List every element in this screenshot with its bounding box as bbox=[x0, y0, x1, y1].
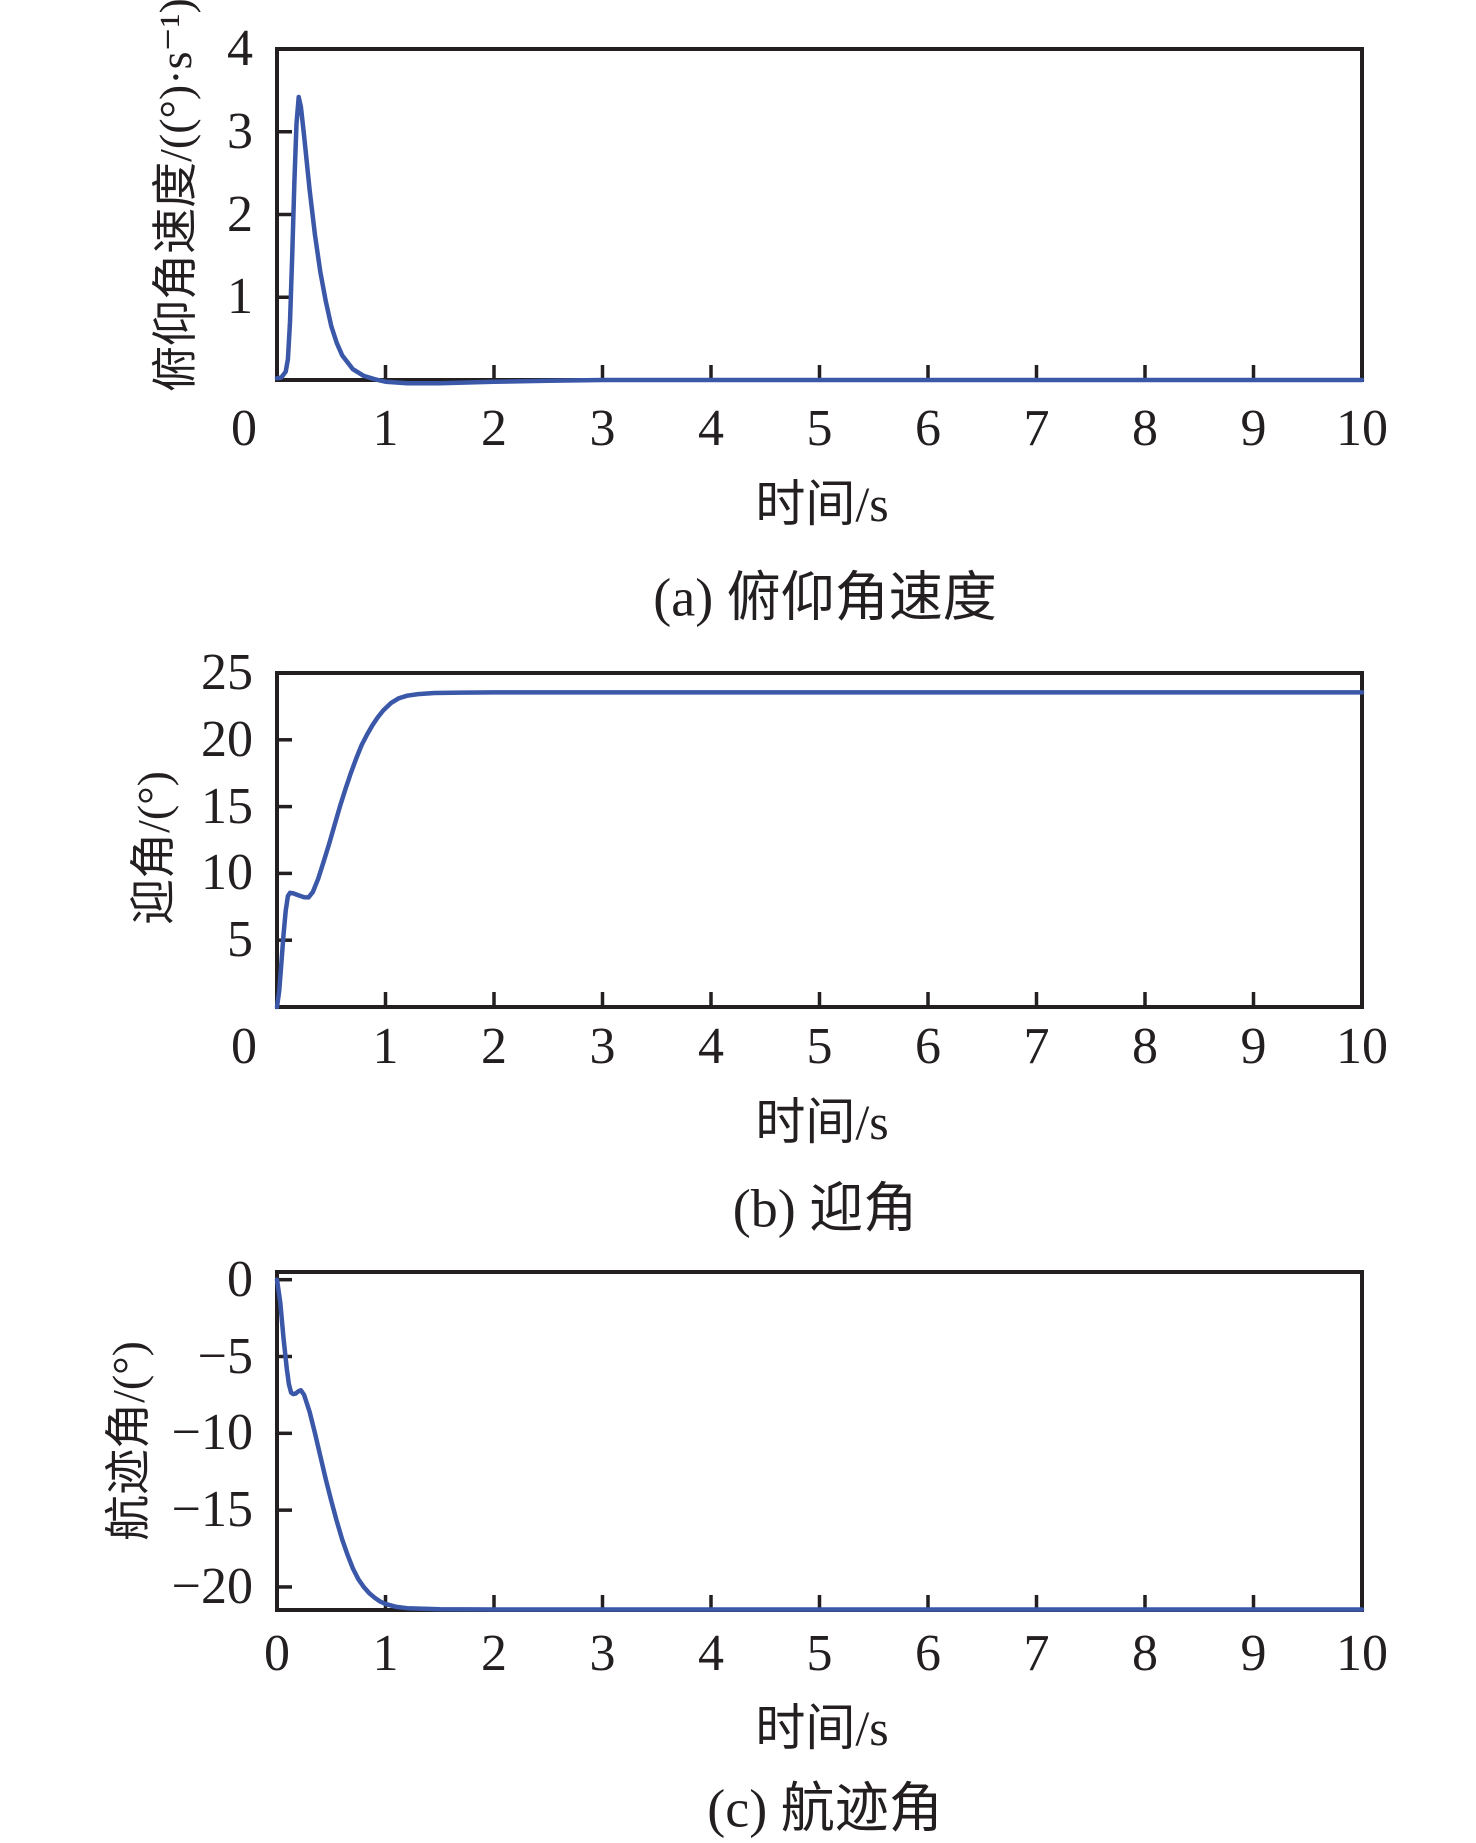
chart-b-x-tick-label: 4 bbox=[698, 1018, 724, 1075]
chart-a-y-tick-label: 1 bbox=[227, 268, 253, 326]
chart-c-caption: (c) 航迹角 bbox=[707, 1778, 943, 1839]
chart-c-x-tick-label: 4 bbox=[698, 1625, 724, 1682]
chart-b-data-line bbox=[274, 690, 1365, 1010]
chart-b-x-axis-label: 时间/s bbox=[755, 1094, 889, 1150]
chart-a-x-tick-label: 8 bbox=[1132, 400, 1158, 457]
chart-c-x-tick-label: 9 bbox=[1240, 1625, 1267, 1682]
chart-b-caption: (b) 迎角 bbox=[732, 1178, 918, 1239]
chart-b-x-tick-label: 9 bbox=[1240, 1018, 1267, 1075]
chart-b-x-tick-label: 6 bbox=[915, 1018, 941, 1075]
chart-c-x-tick-label: 1 bbox=[372, 1625, 399, 1682]
chart-a-x-tick-label: 3 bbox=[589, 400, 616, 457]
chart-c-y-tick-label: −20 bbox=[171, 1557, 253, 1615]
chart-b-x-tick-label: 10 bbox=[1336, 1018, 1388, 1075]
chart-b-y-tick-label: 5 bbox=[227, 911, 253, 969]
chart-a-x-tick-label: 0 bbox=[231, 400, 257, 457]
chart-c-x-tick-label: 2 bbox=[481, 1625, 507, 1682]
chart-c-x-tick-label: 7 bbox=[1023, 1625, 1050, 1682]
chart-c-x-tick-label: 8 bbox=[1132, 1625, 1158, 1682]
chart-a-data-line bbox=[274, 94, 1365, 386]
chart-b-plot-box bbox=[275, 671, 1364, 1009]
chart-c-x-axis-label: 时间/s bbox=[755, 1700, 889, 1756]
chart-b-x-tick-label: 0 bbox=[231, 1018, 257, 1075]
chart-a-y-tick-label: 3 bbox=[227, 102, 253, 160]
chart-a-x-tick-label: 2 bbox=[481, 400, 507, 457]
chart-c-plot-box bbox=[275, 1270, 1364, 1612]
chart-c-x-tick-label: 6 bbox=[915, 1625, 941, 1682]
chart-b-x-tick-label: 1 bbox=[372, 1018, 399, 1075]
chart-c-x-tick-label: 5 bbox=[806, 1625, 833, 1682]
chart-b-x-tick-label: 3 bbox=[589, 1018, 616, 1075]
chart-a-y-tick-label: 2 bbox=[227, 185, 253, 243]
chart-b-y-tick-label: 10 bbox=[201, 844, 253, 902]
chart-c-y-tick-label: −15 bbox=[171, 1481, 253, 1539]
chart-b-y-tick-label: 25 bbox=[201, 644, 253, 701]
chart-a-x-tick-label: 9 bbox=[1240, 400, 1267, 457]
chart-b-y-axis-label: 迎角/(°) bbox=[128, 771, 179, 925]
chart-a-y-tick-label: 4 bbox=[227, 20, 253, 77]
chart-c-x-tick-label: 10 bbox=[1336, 1625, 1388, 1682]
chart-a-x-tick-label: 4 bbox=[698, 400, 724, 457]
chart-a-x-tick-label: 6 bbox=[915, 400, 941, 457]
chart-b-y-tick-label: 15 bbox=[201, 777, 253, 835]
chart-a-plot-box bbox=[275, 47, 1364, 382]
chart-b-x-tick-label: 8 bbox=[1132, 1018, 1158, 1075]
chart-a-x-tick-label: 7 bbox=[1023, 400, 1050, 457]
chart-a-x-tick-label: 5 bbox=[806, 400, 833, 457]
chart-a-x-tick-label: 1 bbox=[372, 400, 399, 457]
chart-c-y-tick-label: 0 bbox=[227, 1250, 253, 1308]
chart-c-x-tick-label: 0 bbox=[264, 1625, 290, 1682]
chart-c-x-tick-label: 3 bbox=[589, 1625, 616, 1682]
chart-a-y-axis-label: 俯仰角速度/((°)·s⁻¹) bbox=[150, 0, 201, 392]
chart-a-caption: (a) 俯仰角速度 bbox=[653, 567, 997, 628]
chart-b-x-tick-label: 5 bbox=[806, 1018, 833, 1075]
chart-b-x-tick-label: 7 bbox=[1023, 1018, 1050, 1075]
chart-c-y-tick-label: −5 bbox=[197, 1327, 253, 1385]
chart-b-x-tick-label: 2 bbox=[481, 1018, 507, 1075]
chart-c-y-tick-label: −10 bbox=[171, 1404, 253, 1462]
chart-a-x-axis-label: 时间/s bbox=[755, 476, 889, 532]
chart-b-y-tick-label: 20 bbox=[201, 710, 253, 768]
chart-c-y-axis-label: 航迹角/(°) bbox=[103, 1341, 154, 1541]
chart-a-x-tick-label: 10 bbox=[1336, 400, 1388, 457]
chart-c-data-line bbox=[274, 1277, 1365, 1612]
